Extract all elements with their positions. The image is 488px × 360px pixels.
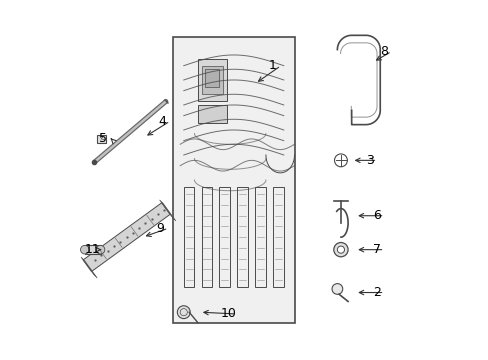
Circle shape — [331, 284, 342, 294]
Polygon shape — [84, 246, 101, 254]
Polygon shape — [159, 200, 175, 221]
Circle shape — [177, 306, 190, 319]
Polygon shape — [173, 37, 294, 323]
Text: 3: 3 — [365, 154, 373, 167]
Polygon shape — [198, 59, 226, 102]
Text: 5: 5 — [99, 132, 107, 145]
Text: 1: 1 — [268, 59, 276, 72]
Polygon shape — [201, 66, 223, 94]
Polygon shape — [81, 257, 97, 278]
Text: 2: 2 — [372, 286, 380, 299]
Text: 11: 11 — [84, 243, 101, 256]
Circle shape — [81, 246, 89, 254]
Polygon shape — [198, 105, 226, 123]
Circle shape — [333, 243, 347, 257]
Polygon shape — [205, 69, 219, 87]
Polygon shape — [97, 135, 106, 143]
Circle shape — [337, 246, 344, 253]
Text: 4: 4 — [158, 114, 166, 127]
Text: 7: 7 — [372, 243, 380, 256]
Text: 8: 8 — [379, 45, 387, 58]
Text: 6: 6 — [372, 209, 380, 222]
Polygon shape — [83, 203, 170, 271]
Text: 10: 10 — [220, 307, 236, 320]
Text: 9: 9 — [156, 222, 164, 235]
Circle shape — [96, 246, 104, 254]
